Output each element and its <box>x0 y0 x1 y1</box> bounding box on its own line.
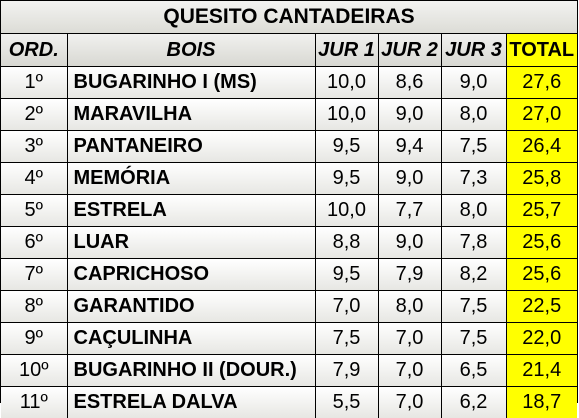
cell-jur1: 10,0 <box>315 195 378 227</box>
cell-total: 25,6 <box>506 227 577 259</box>
table-row: 11º ESTRELA DALVA 5,5 7,0 6,2 18,7 <box>1 387 577 418</box>
cell-bois: PANTANEIRO <box>67 131 315 163</box>
cell-ord: 7º <box>1 259 67 291</box>
cell-jur1: 9,5 <box>315 163 378 195</box>
cell-jur3: 6,5 <box>441 355 506 387</box>
cell-jur3: 7,5 <box>441 131 506 163</box>
table-row: 7º CAPRICHOSO 9,5 7,9 8,2 25,6 <box>1 259 577 291</box>
cell-jur3: 7,8 <box>441 227 506 259</box>
cell-jur3: 7,5 <box>441 323 506 355</box>
cell-bois: BUGARINHO I (MS) <box>67 67 315 99</box>
cell-jur2: 9,0 <box>378 163 441 195</box>
cell-jur1: 10,0 <box>315 67 378 99</box>
cell-jur2: 7,0 <box>378 355 441 387</box>
cell-total: 25,8 <box>506 163 577 195</box>
cell-jur3: 8,0 <box>441 99 506 131</box>
results-table-sheet: QUESITO CANTADEIRAS ORD. BOIS JUR 1 JUR … <box>0 0 578 403</box>
cell-jur2: 7,7 <box>378 195 441 227</box>
cell-ord: 9º <box>1 323 67 355</box>
header-jur2: JUR 2 <box>378 34 441 67</box>
cell-jur3: 8,0 <box>441 195 506 227</box>
cell-bois: GARANTIDO <box>67 291 315 323</box>
cell-total: 27,0 <box>506 99 577 131</box>
table-row: 5º ESTRELA 10,0 7,7 8,0 25,7 <box>1 195 577 227</box>
table-row: 2º MARAVILHA 10,0 9,0 8,0 27,0 <box>1 99 577 131</box>
header-jur3: JUR 3 <box>441 34 506 67</box>
cell-bois: CAÇULINHA <box>67 323 315 355</box>
cell-jur2: 7,9 <box>378 259 441 291</box>
cell-jur1: 7,5 <box>315 323 378 355</box>
table-title: QUESITO CANTADEIRAS <box>1 1 577 34</box>
cell-jur2: 9,0 <box>378 227 441 259</box>
cell-jur1: 10,0 <box>315 99 378 131</box>
cell-total: 25,7 <box>506 195 577 227</box>
cell-total: 22,0 <box>506 323 577 355</box>
cell-ord: 10º <box>1 355 67 387</box>
cell-jur2: 9,4 <box>378 131 441 163</box>
cell-jur2: 7,0 <box>378 387 441 418</box>
cell-total: 18,7 <box>506 387 577 418</box>
cell-total: 27,6 <box>506 67 577 99</box>
cell-ord: 1º <box>1 67 67 99</box>
cell-ord: 11º <box>1 387 67 418</box>
cell-ord: 6º <box>1 227 67 259</box>
cell-total: 22,5 <box>506 291 577 323</box>
table-row: 10º BUGARINHO II (DOUR.) 7,9 7,0 6,5 21,… <box>1 355 577 387</box>
cell-jur1: 7,9 <box>315 355 378 387</box>
cell-bois: ESTRELA <box>67 195 315 227</box>
cell-jur3: 9,0 <box>441 67 506 99</box>
cell-bois: LUAR <box>67 227 315 259</box>
table-row: 4º MEMÓRIA 9,5 9,0 7,3 25,8 <box>1 163 577 195</box>
cell-jur3: 7,5 <box>441 291 506 323</box>
cell-ord: 4º <box>1 163 67 195</box>
table-row: 8º GARANTIDO 7,0 8,0 7,5 22,5 <box>1 291 577 323</box>
cell-jur1: 9,5 <box>315 259 378 291</box>
cell-jur3: 6,2 <box>441 387 506 418</box>
cell-ord: 2º <box>1 99 67 131</box>
header-bois: BOIS <box>67 34 315 67</box>
cell-jur1: 8,8 <box>315 227 378 259</box>
cell-jur2: 9,0 <box>378 99 441 131</box>
table-row: 9º CAÇULINHA 7,5 7,0 7,5 22,0 <box>1 323 577 355</box>
cell-ord: 3º <box>1 131 67 163</box>
cell-bois: CAPRICHOSO <box>67 259 315 291</box>
header-total: TOTAL <box>506 34 577 67</box>
table-row: 6º LUAR 8,8 9,0 7,8 25,6 <box>1 227 577 259</box>
cell-bois: ESTRELA DALVA <box>67 387 315 418</box>
table-row: 1º BUGARINHO I (MS) 10,0 8,6 9,0 27,6 <box>1 67 577 99</box>
cell-bois: BUGARINHO II (DOUR.) <box>67 355 315 387</box>
cell-ord: 8º <box>1 291 67 323</box>
cell-jur1: 7,0 <box>315 291 378 323</box>
cell-total: 21,4 <box>506 355 577 387</box>
cell-bois: MEMÓRIA <box>67 163 315 195</box>
cell-bois: MARAVILHA <box>67 99 315 131</box>
header-ord: ORD. <box>1 34 67 67</box>
results-table: ORD. BOIS JUR 1 JUR 2 JUR 3 TOTAL 1º BUG… <box>1 34 577 418</box>
cell-total: 25,6 <box>506 259 577 291</box>
cell-jur1: 5,5 <box>315 387 378 418</box>
cell-ord: 5º <box>1 195 67 227</box>
cell-jur2: 7,0 <box>378 323 441 355</box>
header-jur1: JUR 1 <box>315 34 378 67</box>
cell-jur3: 8,2 <box>441 259 506 291</box>
cell-jur3: 7,3 <box>441 163 506 195</box>
cell-jur2: 8,0 <box>378 291 441 323</box>
cell-jur1: 9,5 <box>315 131 378 163</box>
cell-jur2: 8,6 <box>378 67 441 99</box>
header-row: ORD. BOIS JUR 1 JUR 2 JUR 3 TOTAL <box>1 34 577 67</box>
table-row: 3º PANTANEIRO 9,5 9,4 7,5 26,4 <box>1 131 577 163</box>
cell-total: 26,4 <box>506 131 577 163</box>
